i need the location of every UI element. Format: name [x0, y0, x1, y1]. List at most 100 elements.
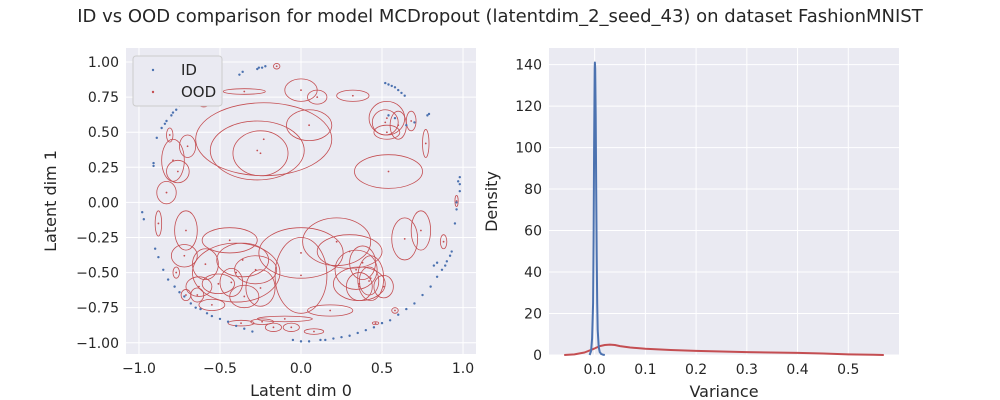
- x-tick-label: 0.5: [371, 361, 393, 377]
- id-point: [194, 306, 197, 309]
- id-point: [405, 307, 408, 311]
- id-point: [299, 340, 303, 343]
- id-point: [450, 250, 453, 253]
- id-point: [189, 302, 193, 305]
- id-point: [251, 330, 254, 333]
- ood-point: [204, 263, 207, 266]
- x-tick-label: 0.4: [786, 362, 808, 378]
- ood-ellipse: [216, 242, 269, 278]
- id-point: [142, 218, 146, 221]
- y-tick-label: 140: [515, 58, 542, 74]
- ood-ellipse: [349, 245, 376, 281]
- ood-ellipse: [166, 159, 190, 184]
- y-tick-label: 100: [515, 141, 542, 157]
- id-point: [264, 65, 267, 68]
- ood-point: [374, 322, 377, 325]
- id-point: [152, 164, 155, 168]
- ood-point: [243, 295, 246, 298]
- id-point: [421, 293, 424, 297]
- ood-point: [424, 142, 427, 145]
- legend-id-label: ID: [181, 61, 197, 79]
- id-point: [444, 264, 447, 267]
- scatter-y-axis-label: Latent dim 1: [41, 150, 60, 252]
- id-point: [393, 116, 397, 120]
- id-point: [340, 335, 343, 339]
- ood-point: [369, 277, 372, 280]
- ood-point: [283, 318, 286, 320]
- id-point: [380, 321, 384, 325]
- density-y-axis-label: Density: [482, 171, 501, 232]
- ood-point: [228, 239, 231, 242]
- ood-point: [186, 145, 189, 148]
- ood-point: [300, 89, 302, 92]
- id-point: [226, 320, 230, 323]
- ood-ellipse: [391, 307, 399, 314]
- id-point: [455, 208, 458, 211]
- id-point: [455, 201, 458, 204]
- y-tick-label: 0: [533, 348, 542, 364]
- id-point: [390, 84, 393, 88]
- ood-ellipse: [192, 248, 219, 281]
- id-density-line: [588, 61, 605, 356]
- id-point: [157, 255, 160, 259]
- id-point: [413, 302, 416, 305]
- id-point: [205, 312, 209, 315]
- legend-id-marker: [151, 68, 155, 72]
- y-tick-label: −1.00: [76, 336, 119, 352]
- id-point: [400, 91, 403, 95]
- ood-point: [243, 90, 246, 93]
- id-point: [403, 94, 406, 97]
- id-point: [160, 126, 163, 130]
- id-point: [319, 338, 322, 342]
- ood-point: [261, 320, 264, 323]
- ood-point: [210, 303, 213, 306]
- id-point: [241, 70, 244, 74]
- ood-ellipse: [219, 267, 244, 297]
- id-point: [170, 114, 173, 117]
- y-tick-label: 0.00: [88, 195, 119, 211]
- ood-ellipse: [307, 89, 328, 105]
- id-point: [393, 86, 397, 89]
- ood-ellipse: [179, 134, 197, 158]
- ood-point: [410, 120, 413, 122]
- ood-ellipse: [209, 120, 305, 181]
- x-tick-label: −1.0: [122, 361, 156, 377]
- id-point: [175, 108, 178, 111]
- id-point: [260, 66, 264, 69]
- ood-ellipse: [391, 217, 419, 261]
- ood-point: [241, 259, 244, 261]
- ood-point: [272, 326, 275, 329]
- id-point: [356, 331, 359, 335]
- y-tick-label: 0.50: [88, 125, 119, 141]
- ood-ellipse: [180, 289, 192, 302]
- ood-point: [290, 326, 293, 329]
- id-point: [163, 122, 167, 125]
- ood-ellipse: [273, 63, 281, 70]
- id-point: [173, 285, 176, 288]
- ood-point: [196, 294, 199, 296]
- ood-point: [361, 261, 364, 264]
- ood-point: [335, 240, 338, 243]
- ood-ellipse: [185, 276, 213, 297]
- ood-point: [183, 254, 186, 257]
- id-point: [405, 124, 408, 127]
- id-point: [364, 328, 368, 332]
- ood-density-line: [564, 343, 884, 356]
- x-tick-label: −0.5: [203, 361, 237, 377]
- id-point: [458, 182, 461, 186]
- ood-ellipse: [232, 130, 289, 177]
- ood-ellipse: [371, 321, 380, 325]
- id-point: [432, 264, 436, 267]
- ood-ellipse: [172, 266, 180, 279]
- y-tick-label: 80: [524, 182, 542, 198]
- ood-ellipse: [307, 304, 354, 317]
- ood-ellipse: [302, 217, 372, 266]
- ood-ellipse: [336, 89, 370, 102]
- ood-point: [240, 322, 242, 325]
- ood-point: [275, 65, 278, 68]
- ood-point: [165, 191, 168, 194]
- id-point: [448, 254, 452, 257]
- ood-ellipse: [286, 109, 333, 142]
- legend-ood-marker: [151, 90, 155, 94]
